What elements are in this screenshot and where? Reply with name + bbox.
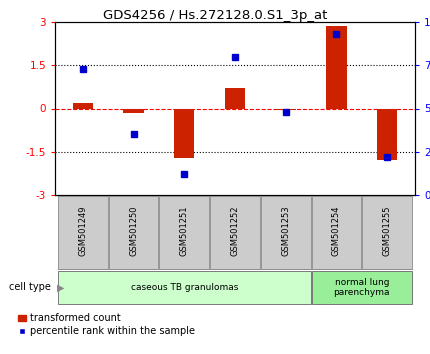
Text: GSM501250: GSM501250	[129, 206, 138, 256]
Text: normal lung
parenchyma: normal lung parenchyma	[334, 278, 390, 297]
Bar	[326, 26, 347, 108]
Text: GSM501255: GSM501255	[383, 206, 392, 256]
Text: cell type: cell type	[9, 282, 51, 292]
Bar	[312, 196, 361, 269]
Bar	[58, 271, 310, 304]
Bar	[109, 196, 158, 269]
Bar	[312, 271, 412, 304]
Bar	[210, 196, 260, 269]
Bar	[276, 108, 296, 110]
Bar	[58, 196, 108, 269]
Bar	[377, 108, 397, 160]
Text: caseous TB granulomas: caseous TB granulomas	[131, 283, 238, 292]
Bar	[362, 196, 412, 269]
Bar	[123, 108, 144, 113]
Text: GSM501253: GSM501253	[281, 206, 290, 256]
Bar	[160, 196, 209, 269]
Bar	[174, 108, 194, 158]
Text: GSM501249: GSM501249	[78, 206, 87, 256]
Bar	[73, 103, 93, 108]
Text: GSM501251: GSM501251	[180, 206, 189, 256]
Text: GSM501254: GSM501254	[332, 206, 341, 256]
Bar	[261, 196, 310, 269]
Legend: transformed count, percentile rank within the sample: transformed count, percentile rank withi…	[18, 313, 195, 336]
Bar	[225, 88, 245, 108]
Text: ▶: ▶	[57, 282, 64, 292]
Text: GDS4256 / Hs.272128.0.S1_3p_at: GDS4256 / Hs.272128.0.S1_3p_at	[103, 9, 327, 22]
Text: GSM501252: GSM501252	[230, 206, 240, 256]
